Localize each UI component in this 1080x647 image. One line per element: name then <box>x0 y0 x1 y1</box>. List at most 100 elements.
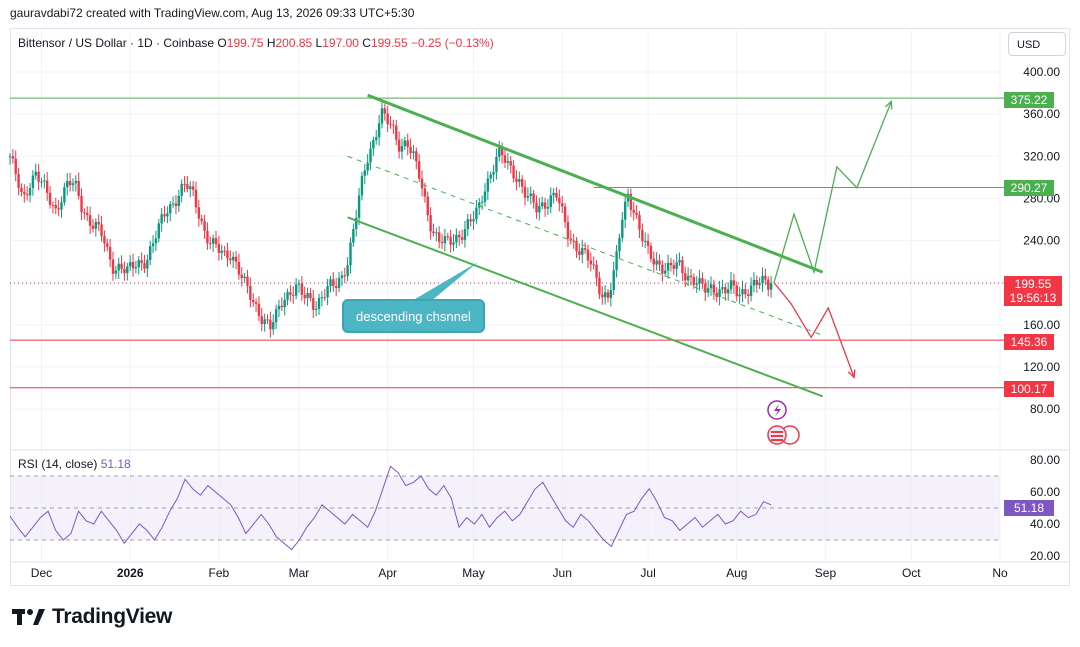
candle-body[interactable] <box>589 260 593 265</box>
candle-body[interactable] <box>254 302 258 304</box>
candle-body[interactable] <box>134 267 138 269</box>
candle-body[interactable] <box>189 186 192 190</box>
candle-body[interactable] <box>86 212 89 216</box>
candle-body[interactable] <box>529 193 532 197</box>
candle-body[interactable] <box>286 292 289 300</box>
candle-body[interactable] <box>392 124 395 126</box>
candle-body[interactable] <box>718 289 721 298</box>
candle-body[interactable] <box>377 123 381 138</box>
candle-body[interactable] <box>644 240 647 242</box>
candle-body[interactable] <box>306 293 309 299</box>
candle-body[interactable] <box>601 294 604 298</box>
candle-body[interactable] <box>166 213 169 217</box>
candle-body[interactable] <box>277 305 281 310</box>
candle-body[interactable] <box>518 179 521 182</box>
candle-body[interactable] <box>149 246 152 261</box>
candle-body[interactable] <box>314 308 318 310</box>
candle-body[interactable] <box>520 179 524 187</box>
candle-body[interactable] <box>180 183 183 196</box>
candle-body[interactable] <box>538 206 541 213</box>
candle-body[interactable] <box>163 214 166 217</box>
candle-body[interactable] <box>160 214 163 224</box>
candle-body[interactable] <box>655 260 658 265</box>
candle-body[interactable] <box>151 243 155 247</box>
candle-body[interactable] <box>386 113 389 125</box>
candle-body[interactable] <box>532 193 535 203</box>
candle-body[interactable] <box>701 278 704 284</box>
candle-body[interactable] <box>724 287 727 294</box>
candle-body[interactable] <box>618 237 621 252</box>
candle-body[interactable] <box>741 289 744 295</box>
candle-body[interactable] <box>337 278 341 288</box>
candle-body[interactable] <box>489 174 492 179</box>
candle-body[interactable] <box>686 275 690 281</box>
currency-button[interactable]: USD <box>1008 32 1066 56</box>
candle-body[interactable] <box>632 209 635 213</box>
candle-body[interactable] <box>272 322 275 330</box>
candle-body[interactable] <box>77 180 80 196</box>
candle-body[interactable] <box>366 162 369 171</box>
candle-body[interactable] <box>226 250 229 259</box>
candle-body[interactable] <box>578 251 581 255</box>
candle-body[interactable] <box>194 189 198 208</box>
candle-body[interactable] <box>769 283 773 290</box>
candle-body[interactable] <box>435 232 438 234</box>
candle-body[interactable] <box>523 186 527 198</box>
candle-body[interactable] <box>698 278 701 284</box>
candle-body[interactable] <box>174 203 178 206</box>
channel-upper-line[interactable] <box>367 93 824 274</box>
candle-body[interactable] <box>675 262 678 269</box>
candle-body[interactable] <box>211 238 215 244</box>
candle-body[interactable] <box>397 139 401 152</box>
candle-body[interactable] <box>758 283 761 285</box>
candle-body[interactable] <box>492 171 495 175</box>
candle-body[interactable] <box>340 275 344 279</box>
symbol-name[interactable]: Bittensor / US Dollar · 1D · Coinbase <box>18 36 215 50</box>
candle-body[interactable] <box>581 248 584 255</box>
candle-body[interactable] <box>767 279 770 290</box>
candle-body[interactable] <box>106 243 109 248</box>
candle-body[interactable] <box>466 219 470 230</box>
candle-body[interactable] <box>543 202 547 209</box>
candle-body[interactable] <box>615 251 618 271</box>
candle-body[interactable] <box>66 180 69 188</box>
candle-body[interactable] <box>412 151 415 154</box>
candle-body[interactable] <box>300 283 304 295</box>
candle-body[interactable] <box>17 173 20 188</box>
candle-body[interactable] <box>409 146 412 154</box>
candle-body[interactable] <box>171 203 175 205</box>
candle-body[interactable] <box>563 206 567 222</box>
candle-body[interactable] <box>658 260 661 265</box>
candle-body[interactable] <box>583 248 587 250</box>
candle-body[interactable] <box>372 140 375 149</box>
candle-body[interactable] <box>586 249 590 261</box>
candle-body[interactable] <box>23 191 26 195</box>
candle-body[interactable] <box>292 294 295 296</box>
candle-body[interactable] <box>449 236 452 245</box>
candle-body[interactable] <box>108 247 112 260</box>
candle-body[interactable] <box>732 280 736 286</box>
candle-body[interactable] <box>417 161 421 179</box>
candle-body[interactable] <box>309 293 312 299</box>
candle-body[interactable] <box>500 146 504 156</box>
candle-body[interactable] <box>246 276 249 286</box>
candle-body[interactable] <box>206 230 209 244</box>
candle-body[interactable] <box>415 151 418 162</box>
candle-body[interactable] <box>240 274 243 279</box>
candle-body[interactable] <box>37 171 40 182</box>
candle-body[interactable] <box>629 193 633 210</box>
candle-body[interactable] <box>689 275 693 278</box>
candle-body[interactable] <box>735 285 738 297</box>
candle-body[interactable] <box>280 305 284 308</box>
candle-body[interactable] <box>332 279 335 287</box>
candle-body[interactable] <box>137 260 140 268</box>
candle-body[interactable] <box>186 184 189 190</box>
candle-body[interactable] <box>664 270 667 274</box>
candle-body[interactable] <box>91 225 95 229</box>
candle-body[interactable] <box>128 262 132 267</box>
candle-body[interactable] <box>289 292 292 295</box>
bullish-projection-path[interactable] <box>773 101 892 283</box>
candle-body[interactable] <box>369 148 372 163</box>
candle-body[interactable] <box>595 264 598 278</box>
